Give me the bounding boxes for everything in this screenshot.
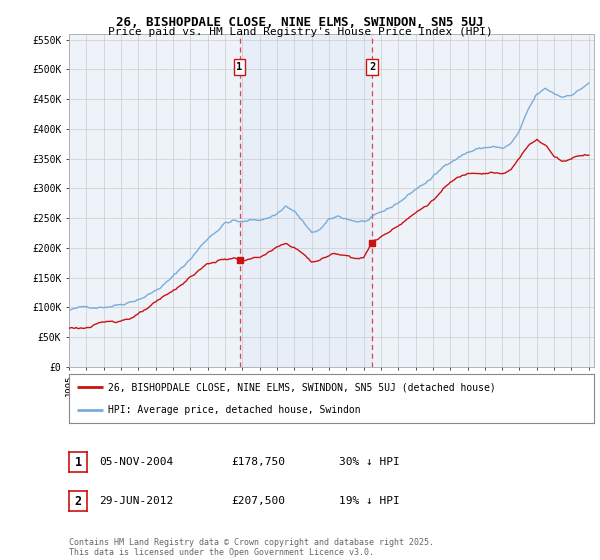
Bar [239,34,372,367]
Text: 1: 1 [74,455,82,469]
Text: 26, BISHOPDALE CLOSE, NINE ELMS, SWINDON, SN5 5UJ (detached house): 26, BISHOPDALE CLOSE, NINE ELMS, SWINDON… [109,382,496,393]
Text: Price paid vs. HM Land Registry's House Price Index (HPI): Price paid vs. HM Land Registry's House … [107,27,493,37]
Text: 26, BISHOPDALE CLOSE, NINE ELMS, SWINDON, SN5 5UJ: 26, BISHOPDALE CLOSE, NINE ELMS, SWINDON… [116,16,484,29]
Text: £207,500: £207,500 [231,496,285,506]
Text: 19% ↓ HPI: 19% ↓ HPI [339,496,400,506]
Text: Contains HM Land Registry data © Crown copyright and database right 2025.
This d: Contains HM Land Registry data © Crown c… [69,538,434,557]
Text: 2: 2 [74,494,82,508]
Text: 05-NOV-2004: 05-NOV-2004 [99,457,173,467]
Text: HPI: Average price, detached house, Swindon: HPI: Average price, detached house, Swin… [109,405,361,416]
Text: 30% ↓ HPI: 30% ↓ HPI [339,457,400,467]
Text: 29-JUN-2012: 29-JUN-2012 [99,496,173,506]
Text: £178,750: £178,750 [231,457,285,467]
Text: 2: 2 [369,62,375,72]
Text: 1: 1 [236,62,243,72]
